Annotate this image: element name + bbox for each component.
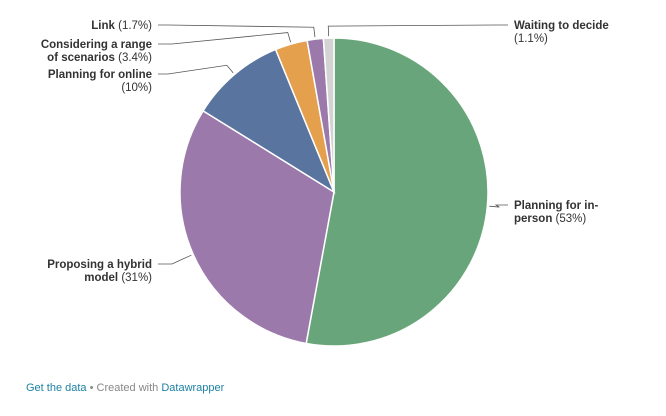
pie-chart: Planning for in-person (53%) Proposing a … [41,20,609,347]
label-link-value: (1.7%) [115,20,152,32]
label-link-line-1: Link (1.7%) [91,20,152,32]
pie-slice-waiting-to-decide [322,37,335,193]
chart-footer: Get the data • Created with Datawrapper [26,382,224,394]
label-waiting-to-decide-value: (1.1%) [514,33,548,45]
leader-line-planning-for-in-person [489,204,508,208]
label-planning-for-in-person-line-1: Planning for in- [514,200,598,212]
get-the-data-link[interactable]: Get the data [26,382,87,394]
pie-slice-planning-for-online [202,48,336,194]
label-proposing-a-hybrid-model-line-2: model (31%) [84,272,152,284]
leader-line-planning-for-online [158,64,234,75]
leader-line-considering-a-range-of-scenarios [158,32,291,45]
pie-chart-svg: Planning for in-person (53%) Proposing a … [41,20,609,347]
label-planning-for-online-value: (10%) [121,82,152,94]
label-proposing-a-hybrid-model-value: (31%) [118,272,152,284]
leader-line-link [158,24,316,38]
label-considering-a-range-of-scenarios-line-2: of scenarios (3.4%) [47,52,152,64]
label-planning-for-in-person-value: (53%) [552,213,586,225]
datawrapper-link[interactable]: Datawrapper [161,382,225,394]
pie-slices [179,37,489,347]
pie-slice-planning-for-in-person [305,37,489,347]
label-considering-a-range-of-scenarios-value: (3.4%) [115,52,152,64]
label-considering-a-range-of-scenarios-line-1: Considering a range [41,39,152,51]
label-proposing-a-hybrid-model-line-1: Proposing a hybrid [47,259,152,271]
label-planning-for-online-line-1: Planning for online [48,69,152,81]
footer-separator: • Created with [86,382,162,394]
leader-line-proposing-a-hybrid-model [158,254,192,265]
leader-line-waiting-to-decide [327,24,508,37]
label-planning-for-in-person-line-2: person (53%) [514,213,586,225]
label-waiting-to-decide-line-1: Waiting to decide [514,20,609,32]
pie-labels: Planning for in-person (53%) Proposing a … [41,20,609,284]
